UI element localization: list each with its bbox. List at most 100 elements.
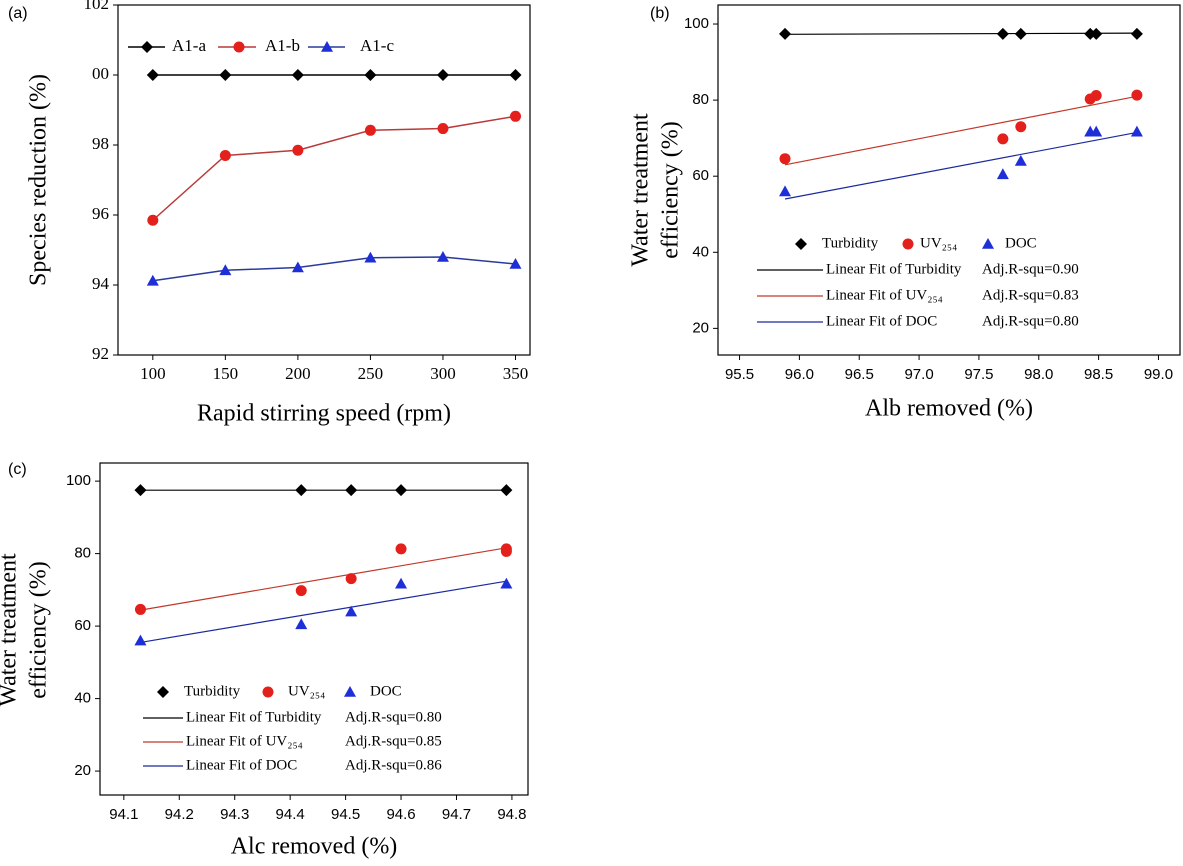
legend-marker <box>344 686 356 697</box>
legend-marker <box>141 41 153 53</box>
y-axis-label: Water treatment <box>628 113 654 267</box>
fit-line <box>784 131 1138 200</box>
point <box>364 251 377 263</box>
point <box>395 577 408 589</box>
y-tick-label: 40 <box>74 690 91 707</box>
legend-label: DOC <box>1005 235 1037 251</box>
x-tick-label: 96.0 <box>785 366 814 383</box>
point <box>345 573 357 585</box>
x-axis-label: Alb removed (%) <box>865 396 1033 422</box>
plot-frame <box>717 4 1181 356</box>
legend-marker <box>982 238 994 249</box>
y-tick-label: 96 <box>92 204 109 223</box>
point <box>345 605 358 617</box>
point <box>1015 121 1027 133</box>
point <box>395 484 408 497</box>
point <box>1014 154 1027 166</box>
y-tick-label: 00 <box>92 64 109 83</box>
x-tick-label: 350 <box>503 364 529 383</box>
point <box>364 124 376 136</box>
legend-label: Turbidity <box>822 235 879 251</box>
legend-label: Linear Fit of Turbidity <box>186 709 322 725</box>
point <box>779 185 792 197</box>
fit-line <box>784 95 1138 166</box>
point <box>295 585 307 597</box>
point <box>291 261 304 273</box>
point <box>291 69 304 81</box>
y-axis-label: efficiency (%) <box>658 121 684 258</box>
panel-label: (c) <box>8 461 27 478</box>
legend-label: Linear Fit of UV₂₅₄ <box>826 287 943 303</box>
legend-label: UV₂₅₄ <box>920 235 957 251</box>
y-tick-label: 98 <box>92 134 109 153</box>
legend-marker <box>157 686 169 698</box>
y-tick-label: 100 <box>66 472 91 489</box>
point <box>509 258 522 269</box>
panel-label: (b) <box>650 5 670 22</box>
point <box>997 133 1009 145</box>
point <box>500 543 512 555</box>
point <box>779 153 791 165</box>
point <box>1090 125 1103 137</box>
fit-line <box>785 32 1137 35</box>
legend-marker <box>262 686 274 698</box>
x-tick-label: 94.8 <box>497 806 526 823</box>
x-tick-label: 94.5 <box>331 806 360 823</box>
point <box>436 69 449 81</box>
point <box>219 69 232 81</box>
point <box>1130 27 1143 40</box>
y-axis-label: Water treatment <box>0 553 22 707</box>
legend-annotation: Adj.R-squ=0.80 <box>982 313 1079 329</box>
legend-annotation: Adj.R-squ=0.80 <box>345 709 442 725</box>
point <box>219 264 232 276</box>
y-axis-label: Species reduction (%) <box>26 74 52 286</box>
legend-marker <box>321 41 333 52</box>
point <box>509 110 521 122</box>
point <box>146 69 159 81</box>
point <box>1131 89 1143 101</box>
legend-label: Linear Fit of DOC <box>186 757 297 773</box>
point <box>996 168 1009 180</box>
point <box>436 251 449 262</box>
plot-frame <box>99 462 529 796</box>
y-tick-label: 94 <box>92 274 110 293</box>
point <box>1014 27 1027 40</box>
y-tick-label: 92 <box>92 344 109 363</box>
x-tick-label: 94.7 <box>442 806 471 823</box>
y-tick-label: 20 <box>692 319 709 336</box>
point <box>395 543 407 555</box>
plot-frame <box>117 4 531 356</box>
x-tick-label: 94.6 <box>386 806 415 823</box>
x-tick-label: 94.4 <box>276 806 305 823</box>
x-axis-label: Rapid stirring speed (rpm) <box>197 401 451 427</box>
point <box>509 69 522 81</box>
legend-marker <box>902 238 914 250</box>
legend-annotation: Adj.R-squ=0.85 <box>345 733 442 749</box>
legend-label: A1-b <box>265 36 300 55</box>
series-line <box>152 256 516 282</box>
legend-annotation: Adj.R-squ=0.86 <box>345 757 442 773</box>
point <box>147 214 159 226</box>
legend-label: Linear Fit of DOC <box>826 313 937 329</box>
legend-label: Linear Fit of Turbidity <box>826 261 962 277</box>
legend-marker <box>233 41 245 53</box>
y-tick-label: 20 <box>74 762 91 779</box>
y-axis-label: efficiency (%) <box>26 561 52 698</box>
point <box>364 69 377 81</box>
y-tick-label: 80 <box>692 91 709 108</box>
x-tick-label: 96.5 <box>845 366 874 383</box>
y-tick-label: 40 <box>692 243 709 260</box>
point <box>146 274 159 286</box>
point <box>996 27 1009 40</box>
point <box>295 484 308 497</box>
legend-annotation: Adj.R-squ=0.90 <box>982 261 1079 277</box>
point <box>134 484 147 497</box>
y-tick-label: 60 <box>692 167 709 184</box>
point <box>500 577 513 589</box>
x-tick-label: 98.0 <box>1024 366 1053 383</box>
legend-label: A1-c <box>360 36 394 55</box>
fit-line <box>140 547 507 611</box>
legend-label: Linear Fit of UV₂₅₄ <box>186 733 303 749</box>
